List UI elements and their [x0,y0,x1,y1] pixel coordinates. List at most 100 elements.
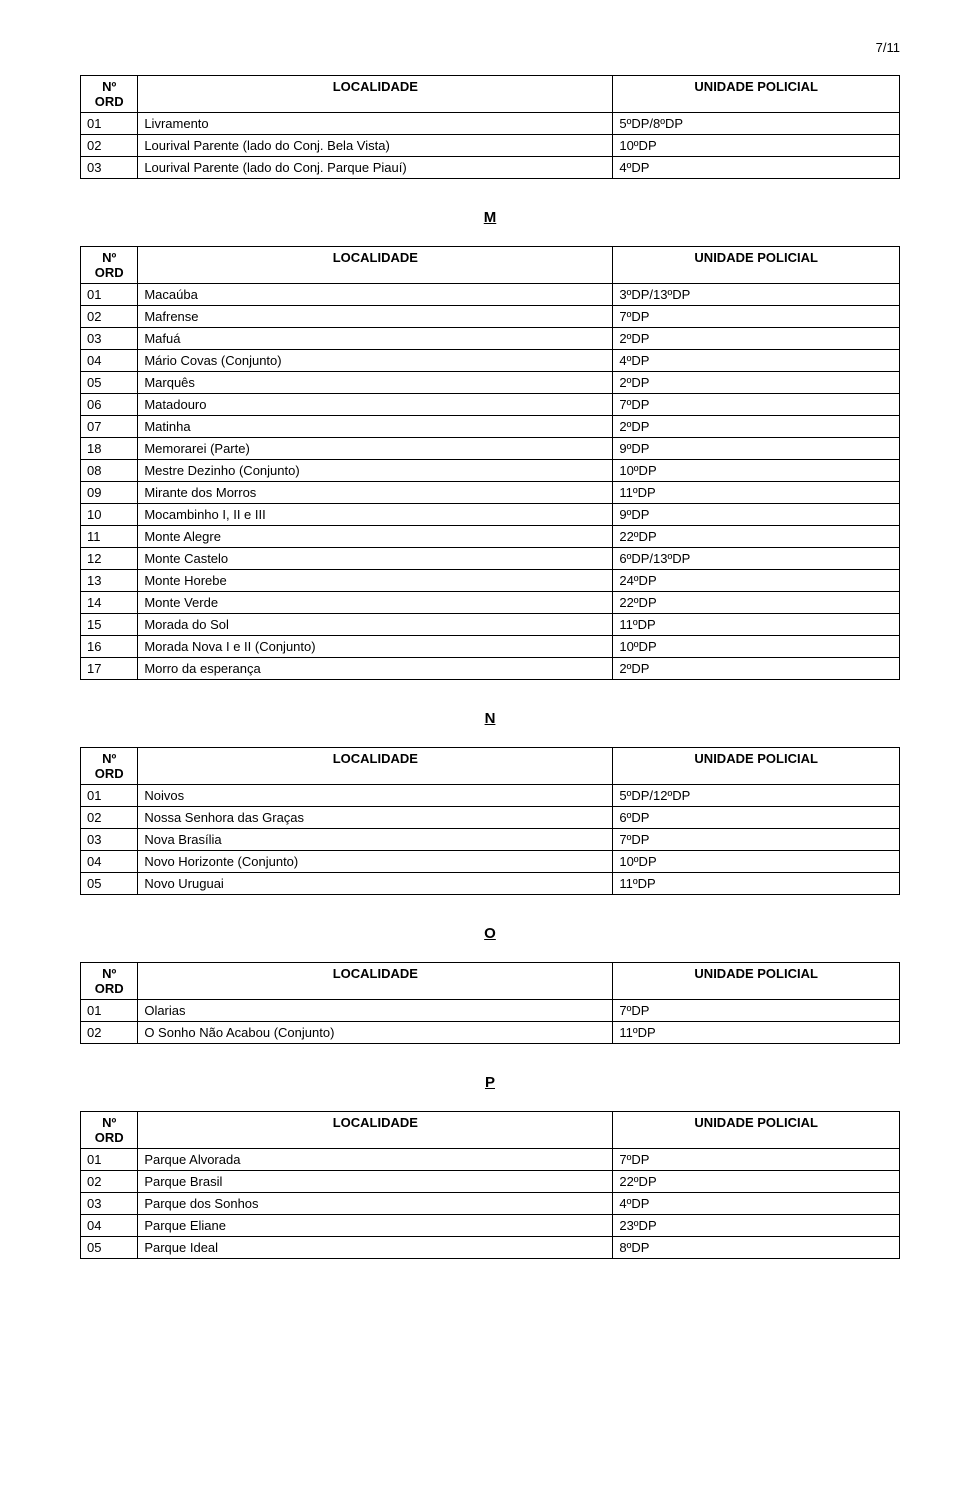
header-uni: UNIDADE POLICIAL [613,1112,900,1149]
table-row: 01Parque Alvorada7ºDP [81,1149,900,1171]
cell-n: 11 [81,526,138,548]
cell-n: 01 [81,113,138,135]
section-letter-n: N [80,710,900,727]
cell-loc: Parque Eliane [138,1215,613,1237]
cell-loc: Parque Alvorada [138,1149,613,1171]
cell-loc: Olarias [138,1000,613,1022]
table-l-body: 01Livramento5ºDP/8ºDP02Lourival Parente … [81,113,900,179]
cell-loc: Macaúba [138,284,613,306]
table-row: 03Parque dos Sonhos4ºDP [81,1193,900,1215]
cell-loc: Mirante dos Morros [138,482,613,504]
table-row: 04Mário Covas (Conjunto)4ºDP [81,350,900,372]
table-row: 01Olarias7ºDP [81,1000,900,1022]
header-ord-b: ORD [95,981,124,996]
header-loc: LOCALIDADE [138,748,613,785]
cell-n: 16 [81,636,138,658]
header-ord-b: ORD [95,1130,124,1145]
section-letter-o: O [80,925,900,942]
table-row: 16Morada Nova I e II (Conjunto)10ºDP [81,636,900,658]
table-row: 08Mestre Dezinho (Conjunto)10ºDP [81,460,900,482]
cell-n: 04 [81,350,138,372]
cell-n: 01 [81,1000,138,1022]
cell-uni: 10ºDP [613,636,900,658]
cell-loc: Memorarei (Parte) [138,438,613,460]
cell-uni: 7ºDP [613,829,900,851]
cell-loc: Matinha [138,416,613,438]
cell-uni: 10ºDP [613,851,900,873]
table-row: 03Lourival Parente (lado do Conj. Parque… [81,157,900,179]
table-m: Nº ORD LOCALIDADE UNIDADE POLICIAL 01Mac… [80,246,900,680]
table-row: 03Mafuá2ºDP [81,328,900,350]
cell-uni: 7ºDP [613,306,900,328]
table-row: 02O Sonho Não Acabou (Conjunto)11ºDP [81,1022,900,1044]
header-ord-a: Nº [102,79,116,94]
header-uni: UNIDADE POLICIAL [613,748,900,785]
cell-n: 10 [81,504,138,526]
cell-uni: 6ºDP [613,807,900,829]
table-row: 02Nossa Senhora das Graças6ºDP [81,807,900,829]
cell-n: 09 [81,482,138,504]
cell-uni: 11ºDP [613,482,900,504]
table-n: Nº ORD LOCALIDADE UNIDADE POLICIAL 01Noi… [80,747,900,895]
cell-uni: 24ºDP [613,570,900,592]
cell-loc: Matadouro [138,394,613,416]
cell-loc: Nossa Senhora das Graças [138,807,613,829]
cell-loc: O Sonho Não Acabou (Conjunto) [138,1022,613,1044]
table-header-row: Nº ORD LOCALIDADE UNIDADE POLICIAL [81,76,900,113]
cell-n: 02 [81,135,138,157]
cell-loc: Mário Covas (Conjunto) [138,350,613,372]
table-row: 14Monte Verde22ºDP [81,592,900,614]
header-loc: LOCALIDADE [138,1112,613,1149]
table-p-body: 01Parque Alvorada7ºDP02Parque Brasil22ºD… [81,1149,900,1259]
cell-uni: 5ºDP/8ºDP [613,113,900,135]
table-n-body: 01Noivos5ºDP/12ºDP02Nossa Senhora das Gr… [81,785,900,895]
cell-loc: Parque dos Sonhos [138,1193,613,1215]
table-header-row: Nº ORD LOCALIDADE UNIDADE POLICIAL [81,963,900,1000]
cell-uni: 7ºDP [613,1149,900,1171]
cell-uni: 6ºDP/13ºDP [613,548,900,570]
cell-loc: Lourival Parente (lado do Conj. Bela Vis… [138,135,613,157]
header-loc: LOCALIDADE [138,76,613,113]
cell-n: 03 [81,829,138,851]
header-ord-a: Nº [102,966,116,981]
cell-n: 03 [81,1193,138,1215]
cell-loc: Parque Ideal [138,1237,613,1259]
cell-loc: Monte Verde [138,592,613,614]
table-row: 05Novo Uruguai11ºDP [81,873,900,895]
section-letter-p: P [80,1074,900,1091]
cell-loc: Marquês [138,372,613,394]
cell-uni: 23ºDP [613,1215,900,1237]
table-row: 05Parque Ideal8ºDP [81,1237,900,1259]
table-row: 09Mirante dos Morros11ºDP [81,482,900,504]
cell-uni: 8ºDP [613,1237,900,1259]
table-row: 05Marquês2ºDP [81,372,900,394]
cell-n: 15 [81,614,138,636]
cell-uni: 3ºDP/13ºDP [613,284,900,306]
cell-n: 05 [81,372,138,394]
header-ord-b: ORD [95,766,124,781]
table-p: Nº ORD LOCALIDADE UNIDADE POLICIAL 01Par… [80,1111,900,1259]
header-ord-a: Nº [102,250,116,265]
table-o-body: 01Olarias7ºDP02O Sonho Não Acabou (Conju… [81,1000,900,1044]
table-header-row: Nº ORD LOCALIDADE UNIDADE POLICIAL [81,748,900,785]
header-loc: LOCALIDADE [138,963,613,1000]
table-row: 06Matadouro7ºDP [81,394,900,416]
header-uni: UNIDADE POLICIAL [613,76,900,113]
header-ord: Nº ORD [81,963,138,1000]
cell-loc: Monte Horebe [138,570,613,592]
cell-loc: Morada Nova I e II (Conjunto) [138,636,613,658]
cell-uni: 9ºDP [613,438,900,460]
cell-loc: Novo Horizonte (Conjunto) [138,851,613,873]
header-ord-a: Nº [102,751,116,766]
table-row: 04Novo Horizonte (Conjunto)10ºDP [81,851,900,873]
cell-uni: 4ºDP [613,350,900,372]
table-l: Nº ORD LOCALIDADE UNIDADE POLICIAL 01Liv… [80,75,900,179]
table-row: 17Morro da esperança2ºDP [81,658,900,680]
cell-uni: 4ºDP [613,1193,900,1215]
cell-uni: 10ºDP [613,135,900,157]
cell-n: 06 [81,394,138,416]
table-header-row: Nº ORD LOCALIDADE UNIDADE POLICIAL [81,247,900,284]
cell-uni: 22ºDP [613,592,900,614]
header-ord: Nº ORD [81,76,138,113]
cell-n: 01 [81,284,138,306]
